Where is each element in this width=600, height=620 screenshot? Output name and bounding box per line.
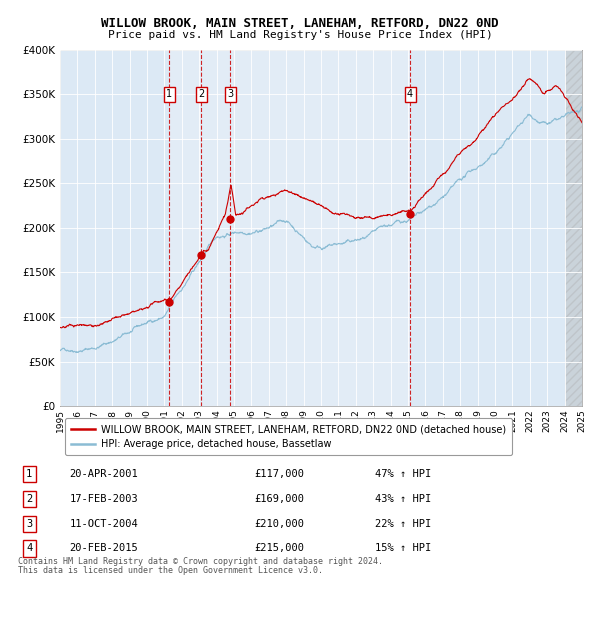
Text: 47% ↑ HPI: 47% ↑ HPI [375,469,431,479]
Text: 4: 4 [407,89,413,99]
Text: 1: 1 [26,469,32,479]
Text: This data is licensed under the Open Government Licence v3.0.: This data is licensed under the Open Gov… [18,567,323,575]
Text: 3: 3 [26,518,32,529]
Text: 2: 2 [26,494,32,504]
Text: 43% ↑ HPI: 43% ↑ HPI [375,494,431,504]
Text: 17-FEB-2003: 17-FEB-2003 [70,494,139,504]
Text: £117,000: £117,000 [254,469,304,479]
Legend: WILLOW BROOK, MAIN STREET, LANEHAM, RETFORD, DN22 0ND (detached house), HPI: Ave: WILLOW BROOK, MAIN STREET, LANEHAM, RETF… [65,418,512,454]
Text: £169,000: £169,000 [254,494,304,504]
Text: 1: 1 [166,89,173,99]
Bar [565,50,582,406]
Text: 20-APR-2001: 20-APR-2001 [70,469,139,479]
Text: 20-FEB-2015: 20-FEB-2015 [70,544,139,554]
Text: 2: 2 [198,89,205,99]
Text: 22% ↑ HPI: 22% ↑ HPI [375,518,431,529]
Text: Contains HM Land Registry data © Crown copyright and database right 2024.: Contains HM Land Registry data © Crown c… [18,557,383,565]
Bar [169,50,410,406]
Text: 3: 3 [227,89,233,99]
Text: 15% ↑ HPI: 15% ↑ HPI [375,544,431,554]
Text: 11-OCT-2004: 11-OCT-2004 [70,518,139,529]
Text: £215,000: £215,000 [254,544,304,554]
Text: 4: 4 [26,544,32,554]
Text: WILLOW BROOK, MAIN STREET, LANEHAM, RETFORD, DN22 0ND: WILLOW BROOK, MAIN STREET, LANEHAM, RETF… [101,17,499,30]
Text: £210,000: £210,000 [254,518,304,529]
Text: Price paid vs. HM Land Registry's House Price Index (HPI): Price paid vs. HM Land Registry's House … [107,30,493,40]
